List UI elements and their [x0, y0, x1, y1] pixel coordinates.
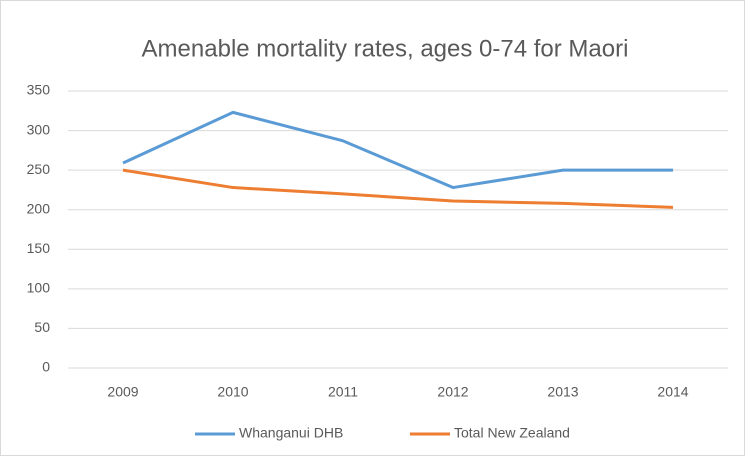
x-tick-label: 2013	[547, 384, 578, 400]
x-tick-label: 2009	[107, 384, 138, 400]
y-tick-label: 50	[34, 319, 50, 335]
chart-title: Amenable mortality rates, ages 0-74 for …	[142, 35, 629, 62]
legend-label: Whanganui DHB	[239, 425, 343, 441]
y-tick-label: 250	[27, 161, 51, 177]
y-tick-label: 0	[42, 359, 50, 375]
y-tick-label: 350	[27, 82, 51, 98]
y-tick-label: 300	[27, 121, 51, 137]
x-tick-label: 2014	[657, 384, 688, 400]
legend-label: Total New Zealand	[454, 425, 570, 441]
series-line	[122, 110, 673, 190]
y-tick-label: 100	[27, 280, 51, 296]
y-tick-label: 200	[27, 200, 51, 216]
y-tick-label: 150	[27, 240, 51, 256]
x-tick-label: 2010	[217, 384, 248, 400]
x-tick-label: 2011	[328, 384, 358, 400]
series-line	[122, 168, 674, 209]
x-tick-label: 2012	[437, 384, 468, 400]
